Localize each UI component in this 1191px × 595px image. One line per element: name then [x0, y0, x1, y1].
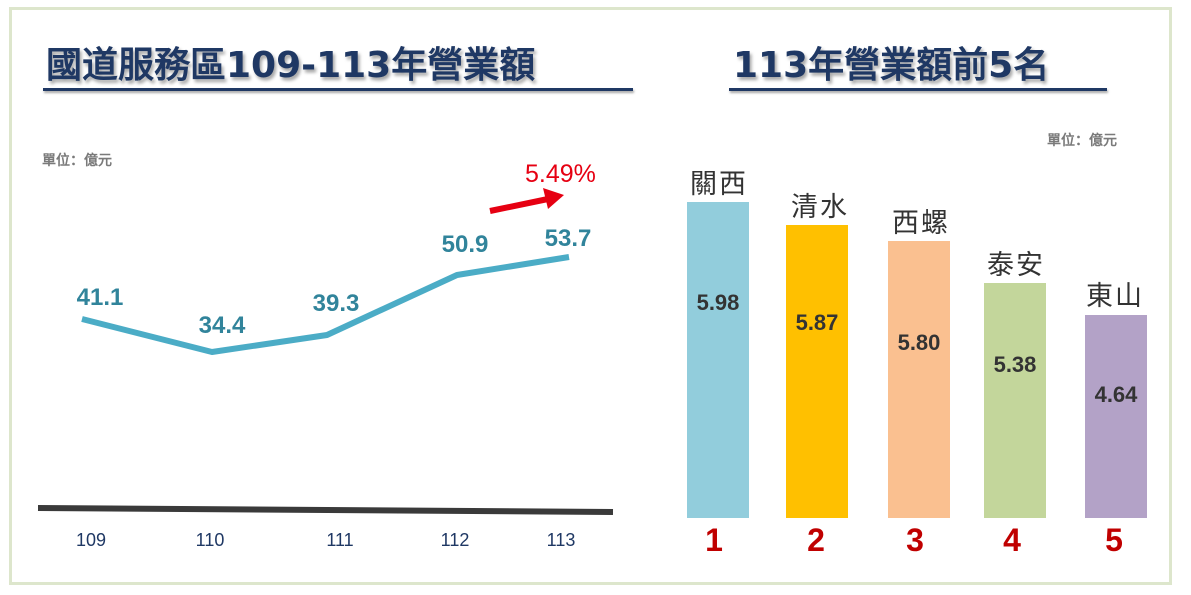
revenue-line	[81, 254, 570, 355]
x-tick-111: 111	[326, 530, 354, 550]
point-label-109: 41.1	[76, 284, 124, 311]
bar-value-5: 4.64	[1094, 382, 1138, 407]
x-tick-110: 110	[195, 530, 225, 550]
line-chart-unit: 單位：億元	[42, 153, 112, 169]
bar-rank-5: 4.64	[1085, 315, 1147, 518]
point-label-113: 53.7	[544, 225, 592, 252]
bar-chart-unit: 單位：億元	[1047, 133, 1117, 149]
bar-rank-3: 5.80	[888, 241, 950, 518]
outer-frame	[9, 7, 1172, 585]
point-label-112: 50.9	[441, 231, 489, 258]
bar-rank-4: 5.38	[984, 283, 1046, 518]
point-label-110: 34.4	[198, 312, 246, 339]
x-tick-109: 109	[75, 530, 107, 550]
point-label-111: 39.3	[312, 290, 360, 317]
rank-label-4: 4	[1003, 522, 1021, 558]
bar-value-2: 5.87	[795, 310, 839, 335]
bar-name-3: 西螺	[892, 208, 950, 239]
x-tick-112: 112	[440, 530, 470, 550]
x-axis-line	[37, 505, 614, 515]
bar-value-1: 5.98	[696, 290, 740, 315]
bar-chart-title-underline	[729, 88, 1107, 91]
rank-label-5: 5	[1105, 522, 1123, 558]
rank-label-2: 2	[807, 522, 825, 558]
growth-rate-label: 5.49%	[525, 160, 596, 188]
bar-chart-title: 113年營業額前5名	[733, 45, 1050, 86]
bar-rank-1: 5.98	[687, 202, 749, 518]
line-chart-title: 國道服務區109-113年營業額	[46, 45, 536, 86]
x-tick-113: 113	[546, 530, 576, 550]
rank-label-3: 3	[906, 522, 924, 558]
bar-rank-2: 5.87	[786, 225, 848, 518]
line-chart-title-underline	[43, 88, 633, 91]
rank-label-1: 1	[705, 522, 723, 558]
bar-value-3: 5.80	[897, 330, 941, 355]
bar-name-1: 關西	[690, 169, 748, 200]
bar-name-5: 東山	[1086, 281, 1144, 312]
bar-name-2: 清水	[791, 192, 849, 223]
growth-arrow-icon	[489, 188, 564, 214]
bar-value-4: 5.38	[993, 352, 1037, 377]
bar-name-4: 泰安	[987, 250, 1045, 281]
